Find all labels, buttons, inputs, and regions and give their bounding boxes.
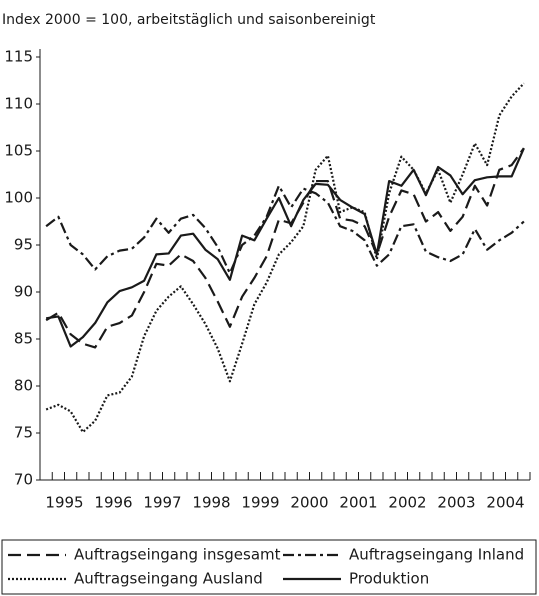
legend-label: Produktion <box>349 570 429 588</box>
y-tick-label: 75 <box>14 424 33 442</box>
legend-label: Auftragseingang Inland <box>349 546 524 564</box>
x-tick-label: 2000 <box>290 494 328 512</box>
legend-label: Auftragseingang insgesamt <box>74 546 281 564</box>
x-tick-label: 1998 <box>192 494 230 512</box>
x-tick-label: 1995 <box>45 494 83 512</box>
series-line <box>45 184 525 275</box>
y-tick-label: 95 <box>14 236 33 254</box>
series-line <box>45 147 525 348</box>
y-tick-label: 90 <box>14 283 33 301</box>
legend-label: Auftragseingang Ausland <box>74 570 263 588</box>
y-tick-label: 70 <box>14 471 33 489</box>
x-tick-label: 2002 <box>388 494 426 512</box>
y-tick-label: 115 <box>4 48 33 66</box>
y-tick-label: 100 <box>4 189 33 207</box>
y-tick-label: 110 <box>4 95 33 113</box>
x-tick-label: 1997 <box>143 494 181 512</box>
y-tick-label: 105 <box>4 142 33 160</box>
legend-box <box>1 539 537 595</box>
x-tick-label: 2003 <box>437 494 475 512</box>
y-tick-label: 85 <box>14 330 33 348</box>
series-line <box>45 147 525 349</box>
y-tick-label: 80 <box>14 377 33 395</box>
x-tick-label: 2001 <box>339 494 377 512</box>
x-tick-label: 2004 <box>486 494 524 512</box>
x-tick-label: 1999 <box>241 494 279 512</box>
x-tick-label: 1996 <box>94 494 132 512</box>
chart-subtitle: Index 2000 = 100, arbeitstäglich und sai… <box>2 12 376 28</box>
series-line <box>45 82 525 434</box>
